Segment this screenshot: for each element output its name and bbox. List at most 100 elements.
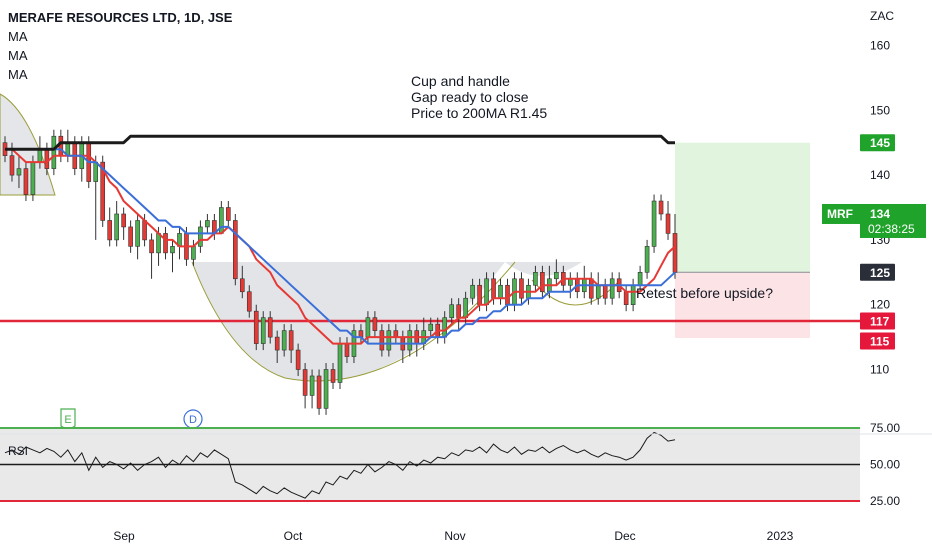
annotation-cup-line: Gap ready to close xyxy=(411,89,529,105)
legend-ma-3[interactable]: MA xyxy=(8,67,28,82)
candle-body xyxy=(456,304,461,318)
candle-body xyxy=(609,278,615,299)
candle-body xyxy=(288,330,294,351)
candle-body xyxy=(191,246,196,260)
legend-ma-2[interactable]: MA xyxy=(8,48,28,63)
candle-body xyxy=(30,161,36,195)
ma-line-1 xyxy=(5,148,676,345)
candle-body xyxy=(253,310,259,344)
candle-body xyxy=(149,239,154,254)
candle-body xyxy=(37,148,43,163)
candle-body xyxy=(226,207,231,221)
candle-body xyxy=(9,155,15,176)
candle-body xyxy=(344,343,350,357)
legend: MERAFE RESOURCES LTD, 1D, JSE MA MA MA xyxy=(8,8,232,84)
candle-body xyxy=(540,271,545,293)
candle-body xyxy=(156,233,161,254)
candle-body xyxy=(477,284,482,306)
candle-body xyxy=(142,220,147,241)
last-price-badge-bg xyxy=(860,203,926,238)
candle-body xyxy=(267,317,273,338)
candle-body xyxy=(379,330,385,351)
rsi-level-label: 25.00 xyxy=(870,494,900,508)
candle-body xyxy=(337,343,343,383)
candle-body xyxy=(302,369,308,396)
time-tick-label: Nov xyxy=(444,529,465,543)
badge-support-b: 115 xyxy=(870,335,890,349)
candle-body xyxy=(623,291,629,305)
candle-body xyxy=(658,200,664,215)
badge-support-b-bg xyxy=(860,332,895,350)
annotation-retest: Retest before upside? xyxy=(636,285,773,301)
time-tick-label: Dec xyxy=(614,529,635,543)
candle-body xyxy=(554,271,559,280)
annotation-cup-line: Price to 200MA R1.45 xyxy=(411,105,547,121)
candle-body xyxy=(121,213,126,228)
candle-body xyxy=(93,161,99,182)
price-tick-label: 110 xyxy=(870,363,889,377)
candle-body xyxy=(602,284,608,299)
candle-body xyxy=(163,233,168,254)
badge-target: 145 xyxy=(870,136,890,150)
annotation-cup-line: Cup and handle xyxy=(411,73,510,89)
candle-body xyxy=(107,220,112,241)
profit-zone xyxy=(675,142,810,273)
candle-body xyxy=(16,168,22,176)
event-marker-label: D xyxy=(189,414,197,426)
candle-body xyxy=(100,161,106,221)
chart-title: MERAFE RESOURCES LTD, 1D, JSE xyxy=(8,10,233,25)
candle-body xyxy=(651,200,657,247)
rsi-level-label: 50.00 xyxy=(870,458,900,472)
candle-body xyxy=(233,220,238,280)
candle-body xyxy=(491,278,496,299)
candle-body xyxy=(498,284,503,299)
candle-body xyxy=(323,369,329,409)
legend-ma-1[interactable]: MA xyxy=(8,29,28,44)
candle-body xyxy=(484,278,489,305)
candle-body xyxy=(630,284,636,306)
loss-zone xyxy=(675,272,810,338)
candle-body xyxy=(239,278,245,293)
candle-body xyxy=(281,330,287,351)
candle-body xyxy=(44,148,50,169)
candle-body xyxy=(505,284,510,306)
rsi-label: RSI xyxy=(8,444,29,458)
candle-body xyxy=(665,213,671,234)
symbol-badge-bg xyxy=(822,203,860,224)
candle-body xyxy=(428,323,434,331)
event-marker-label: E xyxy=(64,414,71,426)
candle-body xyxy=(51,135,57,169)
ma-line-3 xyxy=(5,134,675,151)
candle-body xyxy=(330,369,336,383)
price-tick-label: 150 xyxy=(870,103,890,117)
candle-body xyxy=(295,349,301,370)
candle-body xyxy=(372,317,378,331)
badge-target-bg xyxy=(860,134,895,152)
candle-body xyxy=(386,330,392,351)
ma-line-2 xyxy=(5,148,676,345)
candle-body xyxy=(316,375,322,409)
annotation-cup: Cup and handle Gap ready to close Price to… xyxy=(411,73,547,121)
candle-body xyxy=(519,278,524,299)
symbol-badge: MRF xyxy=(827,207,853,221)
price-tick-label: 120 xyxy=(870,298,890,312)
candle-body xyxy=(442,317,447,338)
countdown-badge: 02:38:25 xyxy=(868,222,915,236)
candle-body xyxy=(588,278,594,299)
candle-body xyxy=(23,168,29,195)
candle-body xyxy=(365,317,371,338)
candle-body xyxy=(644,246,650,273)
candle-body xyxy=(170,246,175,254)
candle-body xyxy=(198,226,203,247)
candle-body xyxy=(533,271,538,286)
price-tick-label: 160 xyxy=(870,39,890,53)
rsi-line xyxy=(4,431,676,499)
candle-body xyxy=(309,375,315,396)
candle-body xyxy=(407,330,413,351)
candle-body xyxy=(470,284,475,299)
candle-body xyxy=(595,284,601,299)
currency-label: ZAC xyxy=(870,9,894,23)
candle-body xyxy=(637,271,643,286)
badge-entry: 125 xyxy=(870,266,890,280)
